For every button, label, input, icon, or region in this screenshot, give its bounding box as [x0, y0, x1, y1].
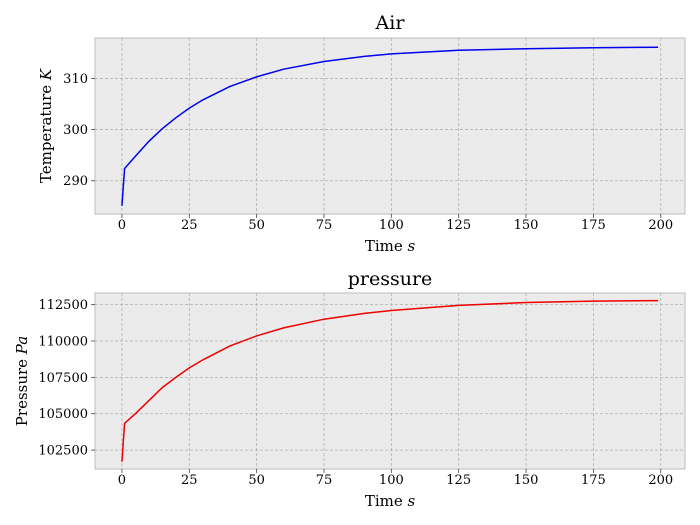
x-axis-unit: s [407, 237, 415, 255]
x-tick-label: 50 [248, 473, 265, 488]
x-axis-unit: s [407, 492, 415, 510]
y-tick-label: 102500 [38, 444, 88, 459]
x-tick-label: 0 [118, 473, 126, 488]
x-tick-label: 75 [316, 473, 333, 488]
x-tick-label: 50 [248, 218, 265, 233]
y-axis-unit: K [37, 68, 55, 81]
x-tick-label: 175 [581, 473, 606, 488]
y-tick-label: 290 [63, 174, 88, 189]
x-tick-label: 75 [316, 218, 333, 233]
y-tick-label: 112500 [38, 298, 88, 313]
x-tick-label: 175 [581, 218, 606, 233]
plot-area [94, 37, 686, 215]
x-tick-label: 100 [379, 218, 404, 233]
y-tick-label: 105000 [38, 407, 88, 422]
series-line-1 [121, 299, 659, 462]
x-tick-label: 25 [181, 473, 198, 488]
x-tick-label: 125 [446, 218, 471, 233]
x-tick-label: 100 [379, 473, 404, 488]
x-axis-label: Time s [365, 237, 416, 255]
series-line-1 [121, 46, 659, 206]
y-axis-unit: Pa [13, 336, 31, 355]
x-tick-label: 150 [514, 473, 539, 488]
x-tick-label: 125 [446, 473, 471, 488]
y-axis-label-text: Pressure [13, 354, 31, 426]
chart-title: pressure [348, 268, 433, 290]
y-axis-label: Temperature K [37, 68, 55, 183]
y-axis-label-text: Temperature [37, 80, 55, 183]
chart-title: Air [375, 12, 406, 34]
x-tick-label: 200 [648, 218, 673, 233]
y-axis-label: Pressure Pa [13, 336, 31, 426]
y-tick-label: 110000 [38, 335, 88, 350]
x-tick-label: 200 [648, 473, 673, 488]
y-tick-label: 107500 [38, 371, 88, 386]
plot-area [94, 292, 686, 470]
x-axis-label-text: Time [365, 237, 408, 255]
x-tick-label: 0 [118, 218, 126, 233]
x-axis-label: Time s [365, 492, 416, 510]
chart-panel-2: 0 25 50 75 100 125 150 175 200 102500 105000 107500… [13, 268, 686, 510]
x-tick-label: 25 [181, 218, 198, 233]
x-axis-label-text: Time [365, 492, 408, 510]
y-tick-label: 310 [63, 72, 88, 87]
chart-panel-1: 0 25 50 75 100 125 150 175 200 290 300 310 Air Time s… [37, 12, 686, 255]
x-tick-label: 150 [514, 218, 539, 233]
y-tick-label: 300 [63, 123, 88, 138]
